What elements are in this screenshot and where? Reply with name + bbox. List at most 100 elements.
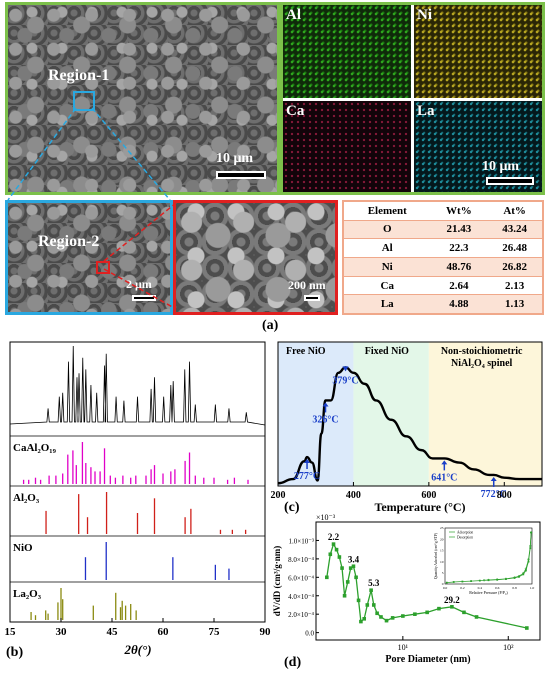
sem-image-region-2: Region-2 2 μm <box>5 200 173 315</box>
table-header-cell: Element <box>367 204 407 217</box>
table-cell: 48.76 <box>430 256 488 277</box>
region-2-box <box>96 261 110 274</box>
table-cell: O <box>344 219 431 239</box>
tpr-x-axis-label: Temperature (°C) <box>374 500 465 514</box>
xrd-reference-label: CaAl₂O₁₉ <box>13 442 57 454</box>
tpr-curve-line <box>277 366 543 485</box>
pore-data-point <box>331 542 336 546</box>
pore-data-point <box>356 598 361 603</box>
eds-label-la: La <box>417 103 435 119</box>
tpr-x-tick-label: 800 <box>497 490 512 501</box>
inset-y-tick-label: 10 <box>440 560 444 564</box>
tpr-peak-label: 326°C <box>312 414 338 425</box>
tpr-region-label: Non-stoichiometric <box>441 346 523 357</box>
scale-label-map: 10 μm <box>482 159 520 174</box>
table-row: La 4.88 1.13 <box>344 294 542 313</box>
tpr-region-band <box>428 342 542 486</box>
inset-adsorption-point <box>527 560 530 563</box>
scale-bar-main <box>216 171 266 179</box>
scale-bar-region-2 <box>132 295 156 301</box>
panel-d-label: (d) <box>284 655 301 670</box>
pore-data-point <box>384 618 389 623</box>
region-1-box <box>73 91 95 111</box>
pore-data-point <box>371 603 376 607</box>
pore-data-point <box>342 593 347 598</box>
inset-x-axis-label: Relative Pressure (P/P₀) <box>469 590 508 595</box>
table-header-cell: Wt% <box>446 204 472 217</box>
xrd-x-tick-label: 75 <box>209 626 221 638</box>
scale-bar-map <box>486 177 534 185</box>
inset-adsorption-point <box>487 579 490 582</box>
xrd-x-tick-label: 15 <box>5 626 17 638</box>
tpr-peak-label: 772°C <box>481 489 507 500</box>
eds-table: Element Wt% At% O 21.43 43.24 Al 22.3 26… <box>342 200 544 315</box>
pore-data-point <box>525 626 529 630</box>
tpr-region-band <box>278 342 354 486</box>
pore-data-point <box>362 616 367 621</box>
inset-y-tick-label: 25 <box>440 526 444 530</box>
eds-label-al: Al <box>286 7 301 23</box>
table-cell: Ca <box>344 275 431 295</box>
pore-data-point <box>437 606 441 611</box>
pore-data-point <box>375 611 379 616</box>
eds-map-al: Al <box>283 5 411 98</box>
sem-image-zoom: 200 nm <box>173 200 338 315</box>
table-cell: 2.13 <box>487 275 542 295</box>
tpr-x-tick-label: 400 <box>346 490 361 501</box>
eds-map-la: La 10 μm <box>414 101 542 192</box>
tpr-peak-label: 277°C <box>294 471 320 482</box>
eds-table-grid: Element Wt% At% O 21.43 43.24 Al 22.3 26… <box>344 202 542 313</box>
table-cell: 26.82 <box>487 256 542 277</box>
scale-label-zoom: 200 nm <box>288 278 326 292</box>
tpr-region-label: Free NiO <box>286 346 326 357</box>
pore-y-exponent: ×10⁻³ <box>316 513 336 522</box>
tpr-peak-arrowhead <box>490 476 497 481</box>
pore-data-point <box>351 564 356 569</box>
eds-label-ca: Ca <box>286 103 305 119</box>
eds-map-ni: Ni <box>414 5 542 98</box>
inset-desorption-point <box>527 558 530 561</box>
xrd-x-tick-label: 60 <box>158 626 170 638</box>
pore-data-point <box>450 605 454 609</box>
tpr-peak-arrowhead <box>322 402 329 407</box>
eds-map-group: Al Ni Ca La 10 μm <box>280 2 545 195</box>
pore-data-point <box>365 603 370 607</box>
pore-data-point <box>328 552 333 557</box>
table-cell: 22.3 <box>430 238 488 258</box>
tpr-peak-arrowhead <box>441 460 448 465</box>
inset-desorption-point <box>487 578 490 582</box>
inset-adsorption-point <box>461 580 464 583</box>
tpr-region-label: Fixed NiO <box>365 346 409 357</box>
tpr-x-tick-label: 600 <box>421 490 436 501</box>
xrd-measured-line <box>9 345 266 426</box>
region-2-label: Region-2 <box>38 233 100 250</box>
panel-a-label: (a) <box>262 318 279 333</box>
inset-y-tick-label: 20 <box>440 537 444 541</box>
inset-plot-frame <box>444 527 533 585</box>
inset-x-tick-label: 0.8 <box>512 586 517 590</box>
inset-desorption-point <box>524 567 528 570</box>
xrd-x-axis-label: 2θ(°) <box>123 642 151 657</box>
inset-y-tick-label: 0 <box>442 582 444 586</box>
inset-legend-label: Adsorption <box>457 530 473 534</box>
tpr-peak-label: 641°C <box>431 472 457 483</box>
inset-y-tick-label: 15 <box>440 549 444 553</box>
xrd-x-tick-label: 30 <box>56 626 68 638</box>
xrd-reference-label: NiO <box>13 542 33 554</box>
eds-map-ca: Ca <box>283 101 411 192</box>
table-cell: 2.64 <box>430 275 488 295</box>
pore-y-axis-label: dV/dD (cm³/g·nm) <box>272 546 282 616</box>
inset-desorption-point <box>496 578 499 581</box>
table-header-cell: At% <box>503 204 526 217</box>
pore-data-point <box>474 615 479 619</box>
table-cell: Al <box>344 238 431 258</box>
scale-label-main: 10 μm <box>216 151 254 166</box>
pore-data-point <box>340 566 344 570</box>
pore-size-chart: ×10⁻³ 0.0 2.0×10⁻⁴ 4.0×10⁻⁴ 6.0×10⁻⁴ 8.0×10⁻⁴… <box>272 513 541 670</box>
table-row: O 21.43 43.24 <box>344 219 542 239</box>
pore-y-tick-label: 8.0×10⁻⁴ <box>288 556 314 564</box>
table-row: Al 22.3 26.48 <box>344 238 542 258</box>
tpr-peak-arrowhead <box>304 459 311 464</box>
pore-y-tick-label: 1.0×10⁻³ <box>289 537 315 545</box>
table-cell: La <box>344 294 431 313</box>
